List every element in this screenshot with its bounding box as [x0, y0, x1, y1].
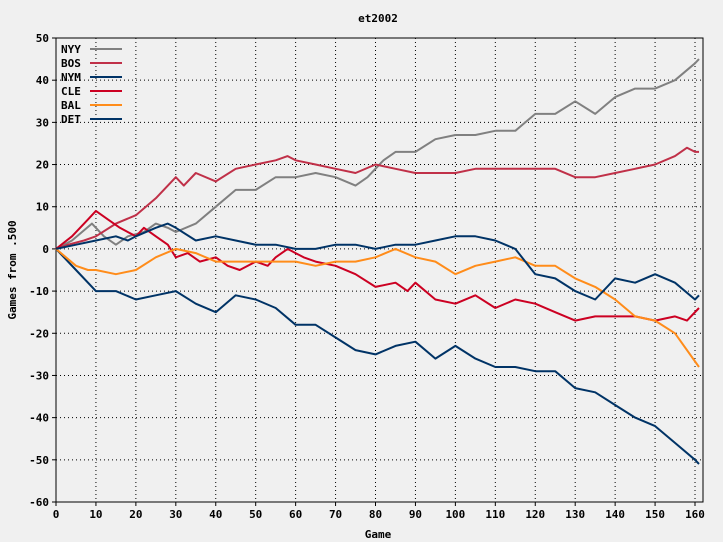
- legend-label-bos: BOS: [61, 57, 81, 70]
- y-tick-label: 10: [36, 201, 49, 214]
- y-tick-label: 0: [42, 243, 49, 256]
- legend-label-nyy: NYY: [61, 43, 81, 56]
- x-axis-title: Game: [365, 528, 392, 541]
- y-tick-label: 50: [36, 32, 49, 45]
- y-tick-label: 30: [36, 116, 49, 129]
- legend-label-bal: BAL: [61, 99, 81, 112]
- series-line-bos: [55, 146, 699, 250]
- series-line-det: [55, 222, 700, 301]
- x-tick-label: 150: [645, 508, 665, 521]
- x-tick-label: 20: [129, 508, 142, 521]
- series-line-nym: [55, 248, 700, 465]
- legend-label-nym: NYM: [61, 71, 81, 84]
- legend-label-det: DET: [61, 113, 81, 126]
- x-tick-label: 70: [329, 508, 342, 521]
- x-tick-label: 100: [445, 508, 465, 521]
- chart-title: et2002: [358, 12, 398, 25]
- x-tick-label: 140: [605, 508, 625, 521]
- x-tick-label: 10: [89, 508, 102, 521]
- x-tick-label: 50: [249, 508, 262, 521]
- y-tick-label: 20: [36, 159, 49, 172]
- series-line-bal: [55, 247, 700, 368]
- x-axis-ticks: 0 10 20 30 40 50 60 70 80 90 100 110 120 130 140 150 160: [53, 502, 705, 521]
- x-tick-label: 90: [409, 508, 422, 521]
- x-tick-label: 130: [565, 508, 585, 521]
- legend-label-cle: CLE: [61, 85, 81, 98]
- x-tick-label: 0: [53, 508, 60, 521]
- y-tick-label: -20: [29, 327, 49, 340]
- x-tick-label: 120: [525, 508, 545, 521]
- x-tick-label: 60: [289, 508, 302, 521]
- y-tick-label: -40: [29, 412, 49, 425]
- y-tick-label: -30: [29, 369, 49, 382]
- plot-frame: [55, 37, 704, 503]
- y-axis-ticks: -60 -50 -40 -30 -20 -10 0 10 20 30 40 50: [29, 32, 56, 509]
- grid: [56, 38, 703, 502]
- x-tick-label: 160: [685, 508, 705, 521]
- y-tick-label: 40: [36, 74, 49, 87]
- series-line-nyy: [55, 58, 700, 250]
- series-line-cle: [55, 209, 700, 322]
- y-tick-label: -50: [29, 454, 49, 467]
- x-tick-label: 110: [485, 508, 505, 521]
- x-tick-label: 80: [369, 508, 382, 521]
- x-tick-label: 40: [209, 508, 222, 521]
- x-tick-label: 30: [169, 508, 182, 521]
- series-lines: [55, 58, 700, 465]
- y-tick-label: -60: [29, 496, 49, 509]
- y-axis-title: Games from .500: [6, 220, 19, 319]
- y-tick-label: -10: [29, 285, 49, 298]
